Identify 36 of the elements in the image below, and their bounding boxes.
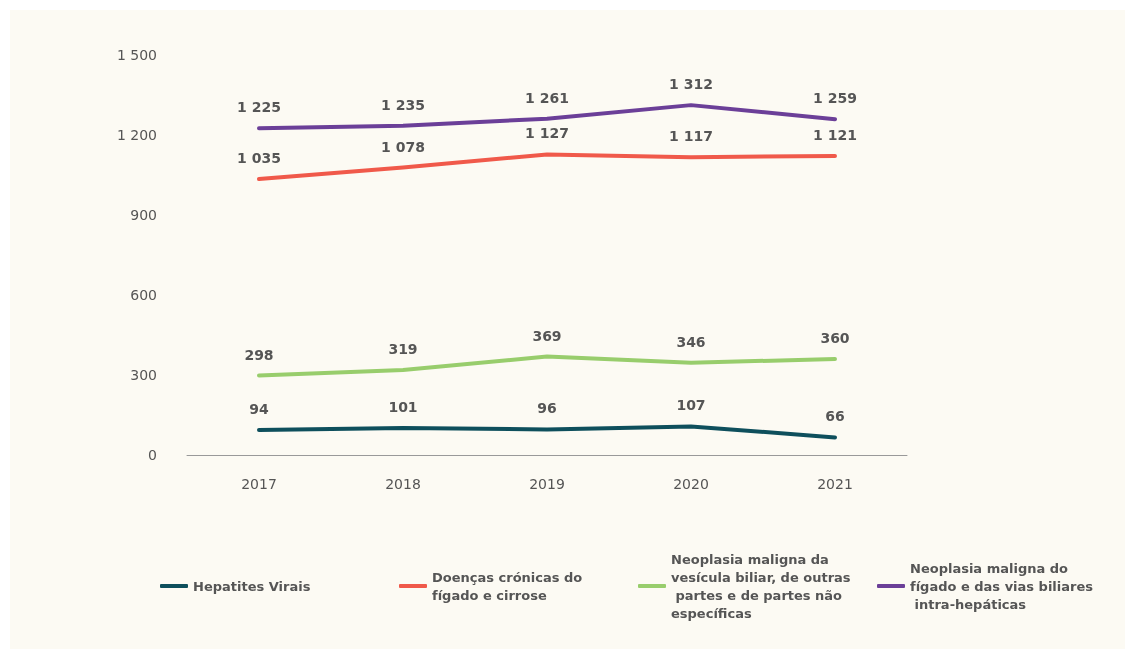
- x-tick-label: 2021: [817, 476, 853, 492]
- data-label: 1 035: [237, 150, 281, 166]
- data-label: 1 235: [381, 96, 425, 113]
- data-label: 1 121: [813, 127, 857, 144]
- data-label: 360: [820, 330, 850, 346]
- legend-label: Neoplasia maligna do fígado e das vias biliares intra-hepáticas: [910, 560, 1094, 612]
- y-tick-label: 1 500: [116, 47, 157, 63]
- x-tick-label: 2020: [673, 476, 709, 492]
- y-tick-label: 0: [148, 447, 157, 463]
- data-label: 1 261: [525, 89, 569, 106]
- data-label: 1 259: [813, 90, 857, 107]
- data-label: 369: [532, 327, 562, 344]
- data-label: 319: [388, 340, 418, 357]
- y-tick-label: 600: [130, 287, 157, 303]
- data-label: 101: [388, 399, 418, 416]
- legend-label: Neoplasia maligna da vesícula biliar, de outras partes e de partes não específicas: [671, 551, 851, 621]
- line-series: [257, 424, 837, 440]
- data-label: 346: [676, 333, 706, 350]
- data-label: 1 312: [669, 76, 713, 93]
- data-label: 107: [676, 397, 706, 414]
- data-label: 1 225: [237, 99, 281, 116]
- x-tick-label: 2019: [529, 476, 565, 492]
- legend-label: Hepatites Virais: [193, 578, 311, 594]
- data-label: 66: [825, 408, 845, 425]
- y-tick-label: 300: [130, 367, 157, 383]
- data-label: 1 127: [525, 125, 569, 142]
- data-label: 298: [244, 346, 274, 363]
- data-label: 96: [537, 400, 557, 417]
- legend-label: Doenças crónicas do fígado e cirrose: [432, 569, 587, 603]
- x-tick-label: 2017: [241, 476, 277, 492]
- data-label: 1 117: [669, 128, 713, 145]
- data-label: 94: [249, 400, 269, 417]
- x-tick-label: 2018: [385, 476, 421, 492]
- data-label: 1 078: [381, 138, 425, 155]
- y-tick-label: 1 200: [116, 127, 157, 143]
- y-tick-label: 900: [130, 207, 157, 223]
